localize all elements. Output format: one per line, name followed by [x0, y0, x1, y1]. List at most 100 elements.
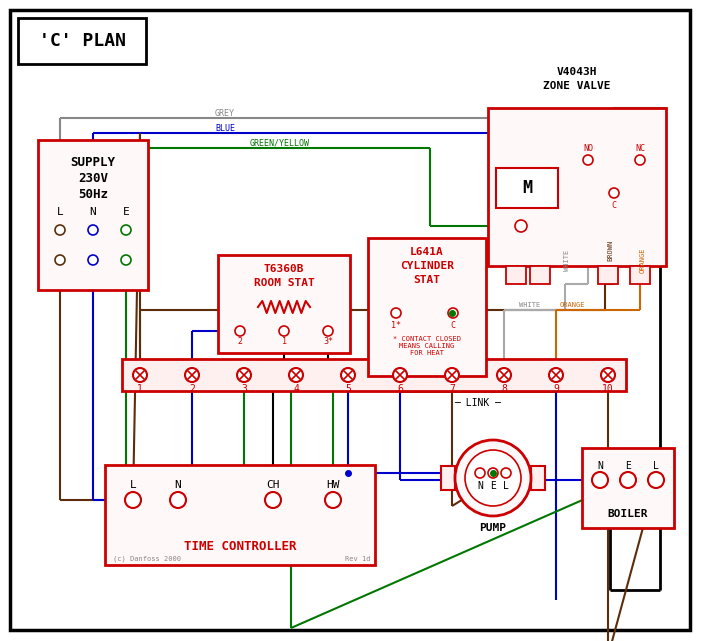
Text: 'C' PLAN: 'C' PLAN — [39, 32, 126, 50]
Circle shape — [635, 155, 645, 165]
Text: GREEN/YELLOW: GREEN/YELLOW — [250, 138, 310, 147]
Circle shape — [185, 368, 199, 382]
Text: ORANGE: ORANGE — [560, 302, 585, 308]
Text: SUPPLY: SUPPLY — [70, 156, 116, 169]
Circle shape — [620, 472, 636, 488]
Circle shape — [121, 255, 131, 265]
FancyBboxPatch shape — [122, 359, 626, 391]
Circle shape — [445, 368, 459, 382]
Text: M: M — [522, 179, 532, 197]
Circle shape — [393, 368, 407, 382]
Text: NO: NO — [583, 144, 593, 153]
Text: T6360B: T6360B — [264, 264, 304, 274]
Circle shape — [237, 368, 251, 382]
FancyBboxPatch shape — [38, 140, 148, 290]
FancyBboxPatch shape — [496, 168, 558, 208]
Circle shape — [601, 368, 615, 382]
Circle shape — [235, 326, 245, 336]
Text: 5: 5 — [345, 384, 351, 394]
Circle shape — [121, 225, 131, 235]
FancyBboxPatch shape — [598, 266, 618, 284]
Circle shape — [488, 468, 498, 478]
Text: L: L — [653, 461, 659, 471]
Text: 10: 10 — [602, 384, 614, 394]
Circle shape — [325, 492, 341, 508]
Circle shape — [289, 368, 303, 382]
Text: 230V: 230V — [78, 172, 108, 185]
Text: HW: HW — [326, 480, 340, 490]
Circle shape — [448, 308, 458, 318]
Text: (c) Danfoss 2000: (c) Danfoss 2000 — [113, 556, 181, 562]
Text: 6: 6 — [397, 384, 403, 394]
FancyBboxPatch shape — [441, 466, 455, 490]
Text: C: C — [611, 201, 616, 210]
Text: GREY: GREY — [215, 108, 235, 117]
Text: 7: 7 — [449, 384, 455, 394]
Circle shape — [55, 255, 65, 265]
Circle shape — [391, 308, 401, 318]
Text: ROOM STAT: ROOM STAT — [253, 278, 314, 288]
FancyBboxPatch shape — [10, 10, 690, 630]
Text: 8: 8 — [501, 384, 507, 394]
Circle shape — [515, 220, 527, 232]
FancyBboxPatch shape — [530, 266, 550, 284]
Text: 1: 1 — [282, 337, 286, 345]
Circle shape — [88, 225, 98, 235]
Text: BOILER: BOILER — [608, 509, 648, 519]
Circle shape — [648, 472, 664, 488]
Circle shape — [125, 492, 141, 508]
Text: TIME CONTROLLER: TIME CONTROLLER — [184, 540, 296, 553]
Text: ─ LINK ─: ─ LINK ─ — [454, 398, 501, 408]
Text: Rev 1d: Rev 1d — [345, 556, 370, 562]
Text: 50Hz: 50Hz — [78, 188, 108, 201]
Circle shape — [501, 468, 511, 478]
Text: 3: 3 — [241, 384, 247, 394]
Circle shape — [609, 188, 619, 198]
Text: ZONE VALVE: ZONE VALVE — [543, 81, 611, 91]
FancyBboxPatch shape — [218, 255, 350, 353]
Circle shape — [549, 368, 563, 382]
Text: 4: 4 — [293, 384, 299, 394]
Text: N: N — [175, 480, 181, 490]
FancyBboxPatch shape — [368, 238, 486, 376]
Text: N: N — [90, 207, 96, 217]
Text: 1*: 1* — [391, 320, 401, 329]
Text: L: L — [57, 207, 63, 217]
Text: 2: 2 — [237, 337, 242, 345]
FancyBboxPatch shape — [630, 266, 650, 284]
Text: ORANGE: ORANGE — [640, 247, 646, 273]
Text: STAT: STAT — [413, 275, 440, 285]
Circle shape — [279, 326, 289, 336]
Text: CYLINDER: CYLINDER — [400, 261, 454, 271]
Circle shape — [592, 472, 608, 488]
Text: BLUE: BLUE — [215, 124, 235, 133]
Circle shape — [465, 450, 521, 506]
Circle shape — [497, 368, 511, 382]
Circle shape — [323, 326, 333, 336]
Circle shape — [133, 368, 147, 382]
FancyBboxPatch shape — [105, 465, 375, 565]
Circle shape — [88, 255, 98, 265]
FancyBboxPatch shape — [506, 266, 526, 284]
Text: L641A: L641A — [410, 247, 444, 257]
Text: 2: 2 — [189, 384, 195, 394]
FancyBboxPatch shape — [582, 448, 674, 528]
Text: PUMP: PUMP — [479, 523, 507, 533]
Text: N: N — [477, 481, 483, 491]
FancyBboxPatch shape — [488, 108, 666, 266]
Circle shape — [170, 492, 186, 508]
Text: BROWN: BROWN — [607, 239, 613, 261]
Text: 1: 1 — [137, 384, 143, 394]
Text: 9: 9 — [553, 384, 559, 394]
Text: WHITE: WHITE — [519, 302, 540, 308]
Circle shape — [265, 492, 281, 508]
Text: V4043H: V4043H — [557, 67, 597, 77]
Text: C: C — [451, 320, 456, 329]
Text: E: E — [123, 207, 129, 217]
Text: * CONTACT CLOSED
MEANS CALLING
FOR HEAT: * CONTACT CLOSED MEANS CALLING FOR HEAT — [393, 336, 461, 356]
Text: N: N — [597, 461, 603, 471]
Text: 3*: 3* — [323, 337, 333, 345]
Circle shape — [475, 468, 485, 478]
Text: E: E — [625, 461, 631, 471]
Text: CH: CH — [266, 480, 280, 490]
